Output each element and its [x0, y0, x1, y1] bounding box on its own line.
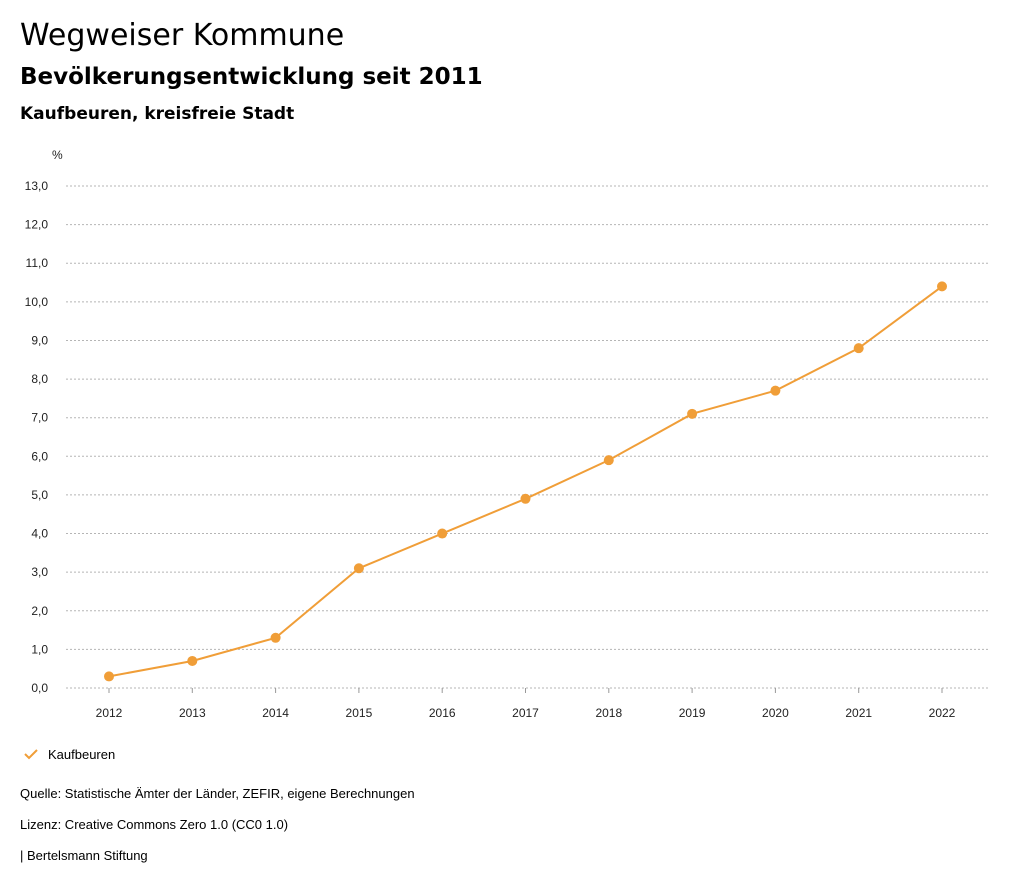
legend-label: Kaufbeuren	[48, 746, 116, 762]
data-point[interactable]	[270, 632, 281, 643]
license-note: Lizenz: Creative Commons Zero 1.0 (CC0 1…	[20, 817, 289, 832]
data-point[interactable]	[437, 528, 448, 539]
series-kaufbeuren	[104, 281, 947, 682]
x-tick-label: 2021	[845, 706, 872, 720]
x-tick-label: 2022	[929, 706, 956, 720]
y-axis-ticks: 0,0 1,0 2,0 3,0 4,0 5,0 6,0 7,0 8,0 9,0 10,0 11,0 12…	[25, 179, 49, 695]
x-tick-label: 2012	[96, 706, 123, 720]
data-point[interactable]	[520, 493, 531, 504]
x-tick-label: 2013	[179, 706, 206, 720]
y-tick-label: 7,0	[31, 411, 48, 425]
y-tick-label: 3,0	[31, 565, 48, 579]
region-name: Kaufbeuren, kreisfreie Stadt	[20, 104, 295, 124]
y-tick-label: 13,0	[25, 179, 49, 193]
page-title: Wegweiser Kommune	[20, 18, 345, 53]
data-point[interactable]	[853, 343, 864, 354]
grid-lines	[66, 185, 990, 689]
line-chart: % 0,0 1,0 2,0 3,0 4,0 5,0 6,0 7,0 8,0 9,0 10,0 11,0…	[25, 148, 990, 720]
data-point[interactable]	[187, 655, 198, 666]
y-tick-label: 10,0	[25, 295, 49, 309]
chart-subtitle: Bevölkerungsentwicklung seit 2011	[20, 64, 483, 90]
x-tick-label: 2017	[512, 706, 539, 720]
y-tick-label: 8,0	[31, 372, 48, 386]
y-tick-label: 9,0	[31, 333, 48, 347]
data-point[interactable]	[353, 563, 364, 574]
x-tick-label: 2019	[679, 706, 706, 720]
data-point[interactable]	[937, 281, 947, 292]
publisher-note: | Bertelsmann Stiftung	[20, 848, 148, 863]
x-tick-label: 2016	[429, 706, 456, 720]
data-point[interactable]	[603, 455, 614, 466]
data-point[interactable]	[104, 671, 114, 682]
x-tick-label: 2015	[346, 706, 373, 720]
data-point[interactable]	[770, 385, 781, 396]
check-icon	[24, 749, 38, 760]
y-tick-label: 12,0	[25, 218, 49, 232]
y-tick-label: 5,0	[31, 488, 48, 502]
x-axis-ticks: 2012 2013 2014 2015 2016 2017 2018 2019 2020 2021…	[96, 688, 956, 720]
y-tick-label: 6,0	[31, 449, 48, 463]
y-tick-label: 2,0	[31, 604, 48, 618]
x-tick-label: 2018	[595, 706, 622, 720]
source-note: Quelle: Statistische Ämter der Länder, Z…	[20, 786, 415, 801]
y-tick-label: 1,0	[31, 642, 48, 656]
x-tick-label: 2014	[262, 706, 289, 720]
x-tick-label: 2020	[762, 706, 789, 720]
y-tick-label: 0,0	[31, 681, 48, 695]
y-tick-label: 4,0	[31, 527, 48, 541]
legend-item-kaufbeuren[interactable]: Kaufbeuren	[22, 745, 115, 763]
data-point[interactable]	[687, 408, 698, 419]
y-tick-label: 11,0	[26, 256, 49, 270]
series-line	[108, 285, 943, 678]
y-axis-unit-label: %	[52, 148, 63, 162]
